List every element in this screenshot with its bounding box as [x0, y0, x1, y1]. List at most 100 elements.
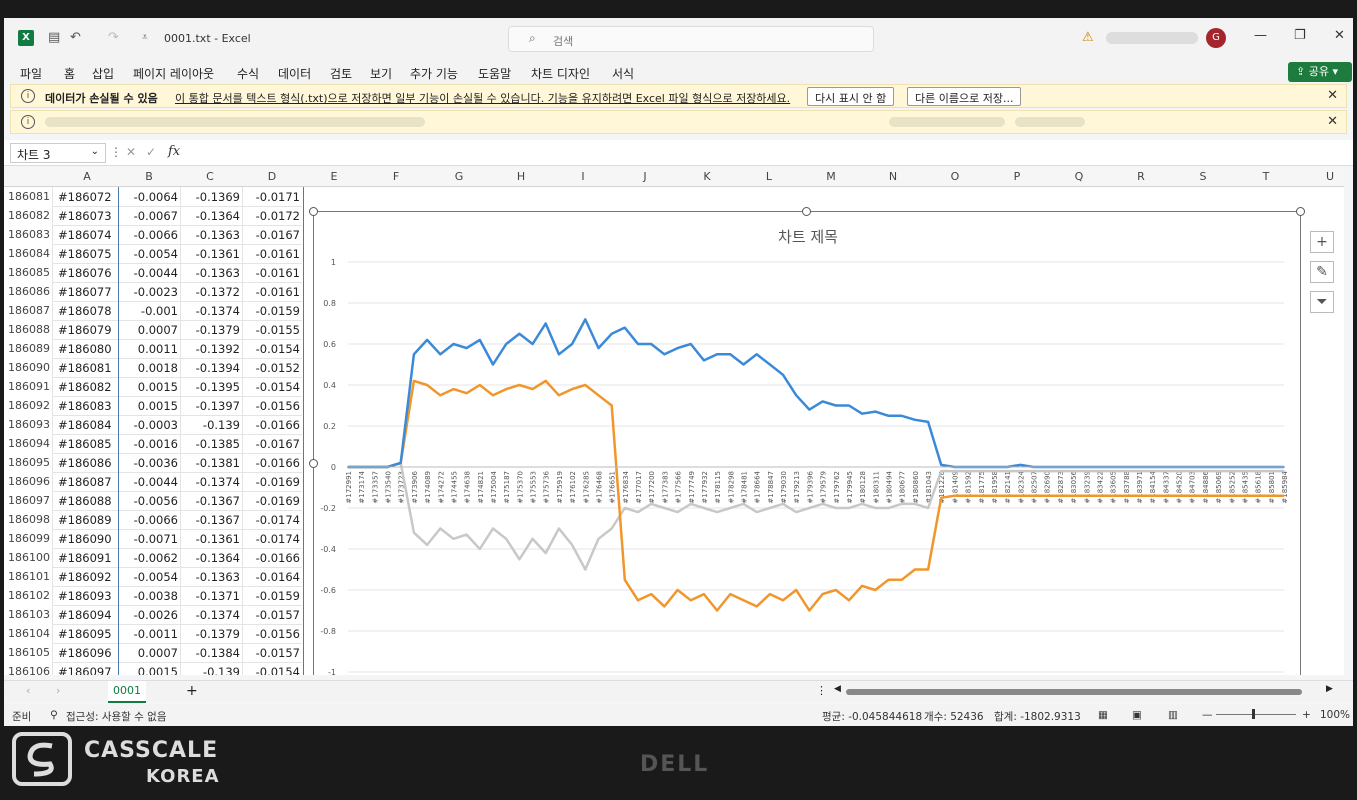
- column-header[interactable]: I: [581, 170, 585, 183]
- chart-svg[interactable]: 차트 제목 1 0.8 0.6 0.4 0.2 0 -0.2 -0.4 -0.6 -0.8 -1 #17…: [314, 212, 1302, 675]
- cell[interactable]: -0.1379: [195, 627, 240, 641]
- cell[interactable]: #186095: [58, 627, 112, 641]
- resize-handle[interactable]: [1296, 207, 1305, 216]
- share-button[interactable]: ⇪ 공유 ▾: [1288, 62, 1352, 82]
- cell[interactable]: -0.0067: [133, 209, 178, 223]
- cell[interactable]: #186083: [58, 399, 112, 413]
- cell[interactable]: -0.0169: [255, 494, 300, 508]
- column-header[interactable]: N: [888, 170, 898, 183]
- cell[interactable]: -0.0062: [133, 551, 178, 565]
- column-header[interactable]: U: [1325, 170, 1335, 183]
- search-box[interactable]: ⌕ 검색: [508, 26, 874, 52]
- cell[interactable]: -0.1361: [195, 247, 240, 261]
- zoom-level[interactable]: 100%: [1320, 709, 1351, 721]
- cell[interactable]: #186087: [58, 475, 112, 489]
- cell[interactable]: -0.1364: [195, 209, 240, 223]
- row-number[interactable]: 186099: [8, 532, 50, 545]
- cell[interactable]: -0.0044: [133, 266, 178, 280]
- cell[interactable]: -0.0154: [255, 665, 300, 675]
- row-number[interactable]: 186082: [8, 209, 50, 222]
- resize-handle[interactable]: [802, 207, 811, 216]
- cell[interactable]: 0.0018: [137, 361, 178, 375]
- cell[interactable]: -0.1363: [195, 228, 240, 242]
- cell[interactable]: -0.001: [140, 304, 178, 318]
- column-header[interactable]: D: [267, 170, 277, 183]
- column-header[interactable]: R: [1137, 170, 1145, 183]
- cell[interactable]: -0.0161: [255, 247, 300, 261]
- cell[interactable]: -0.0174: [255, 532, 300, 546]
- tab-view[interactable]: 보기: [370, 67, 393, 81]
- cell[interactable]: -0.0152: [255, 361, 300, 375]
- prev-sheet-icon[interactable]: ‹: [26, 684, 31, 697]
- cell[interactable]: 0.0015: [137, 399, 178, 413]
- restore-icon[interactable]: ❐: [1294, 28, 1306, 43]
- cell[interactable]: -0.1395: [195, 380, 240, 394]
- tab-chart-design[interactable]: 차트 디자인: [531, 67, 591, 81]
- cell[interactable]: #186097: [58, 665, 112, 675]
- scroll-right-icon[interactable]: ▶: [1326, 684, 1333, 694]
- cell[interactable]: -0.1369: [195, 190, 240, 204]
- column-header[interactable]: H: [516, 170, 526, 183]
- cell[interactable]: #186075: [58, 247, 112, 261]
- worksheet-grid[interactable]: A B C D E F G H I J K L M N O P Q R S T U 186081 #186072 -0.00…: [4, 167, 1344, 675]
- cell[interactable]: -0.0044: [133, 475, 178, 489]
- cell[interactable]: -0.0011: [133, 627, 178, 641]
- warning-icon[interactable]: ⚠: [1082, 30, 1094, 45]
- page-break-view-icon[interactable]: ▥: [1168, 709, 1178, 721]
- cell[interactable]: -0.0157: [255, 608, 300, 622]
- tab-format[interactable]: 서식: [612, 67, 635, 81]
- column-header[interactable]: C: [206, 170, 214, 183]
- tab-help[interactable]: 도움말: [478, 67, 512, 81]
- cell[interactable]: -0.0157: [255, 646, 300, 660]
- cell[interactable]: #186074: [58, 228, 112, 242]
- cell[interactable]: #186088: [58, 494, 112, 508]
- minimize-icon[interactable]: —: [1254, 28, 1267, 43]
- page-layout-view-icon[interactable]: ▣: [1132, 709, 1142, 721]
- cell[interactable]: -0.0156: [255, 627, 300, 641]
- cell[interactable]: -0.1371: [195, 589, 240, 603]
- row-number[interactable]: 186093: [8, 418, 50, 431]
- column-header[interactable]: Q: [1074, 170, 1084, 183]
- row-number[interactable]: 186091: [8, 380, 50, 393]
- cell[interactable]: -0.0023: [133, 285, 178, 299]
- cell[interactable]: #186077: [58, 285, 112, 299]
- sheet-tab[interactable]: 0001: [108, 681, 146, 703]
- row-number[interactable]: 186087: [8, 304, 50, 317]
- cell[interactable]: -0.0056: [133, 494, 178, 508]
- column-header[interactable]: F: [392, 170, 400, 183]
- undo-icon[interactable]: ↶: [70, 30, 81, 45]
- cell[interactable]: 0.0011: [137, 342, 178, 356]
- row-number[interactable]: 186106: [8, 665, 50, 675]
- column-header[interactable]: L: [765, 170, 773, 183]
- zoom-slider[interactable]: [1216, 714, 1296, 715]
- cell[interactable]: 0.0007: [137, 646, 178, 660]
- row-number[interactable]: 186083: [8, 228, 50, 241]
- cell[interactable]: -0.0038: [133, 589, 178, 603]
- scroll-left-icon[interactable]: ◀: [834, 684, 841, 694]
- more-icon[interactable]: ⋮: [816, 684, 827, 697]
- cancel-icon[interactable]: ✕: [126, 145, 137, 159]
- save-as-button[interactable]: 다른 이름으로 저장...: [907, 87, 1022, 106]
- column-header[interactable]: K: [703, 170, 711, 183]
- accessibility-icon[interactable]: ⚲: [50, 709, 58, 721]
- cell[interactable]: -0.139: [202, 665, 240, 675]
- cell[interactable]: 0.0015: [137, 380, 178, 394]
- cell[interactable]: 0.0007: [137, 323, 178, 337]
- cell[interactable]: -0.1392: [195, 342, 240, 356]
- cell[interactable]: -0.0169: [255, 475, 300, 489]
- chart-filters-button[interactable]: ⏷: [1310, 291, 1334, 313]
- cell[interactable]: #186096: [58, 646, 112, 660]
- cell[interactable]: -0.0159: [255, 589, 300, 603]
- column-header[interactable]: E: [330, 170, 338, 183]
- cell[interactable]: -0.1364: [195, 551, 240, 565]
- cell[interactable]: -0.0167: [255, 437, 300, 451]
- cell[interactable]: -0.139: [202, 418, 240, 432]
- cell[interactable]: -0.1397: [195, 399, 240, 413]
- name-box[interactable]: 차트 3 ⌄: [10, 143, 106, 163]
- tab-page-layout[interactable]: 페이지 레이아웃: [133, 67, 215, 81]
- cell[interactable]: -0.0154: [255, 380, 300, 394]
- resize-handle[interactable]: [309, 459, 318, 468]
- column-header[interactable]: A: [83, 170, 91, 183]
- cell[interactable]: -0.0166: [255, 551, 300, 565]
- cell[interactable]: -0.0161: [255, 266, 300, 280]
